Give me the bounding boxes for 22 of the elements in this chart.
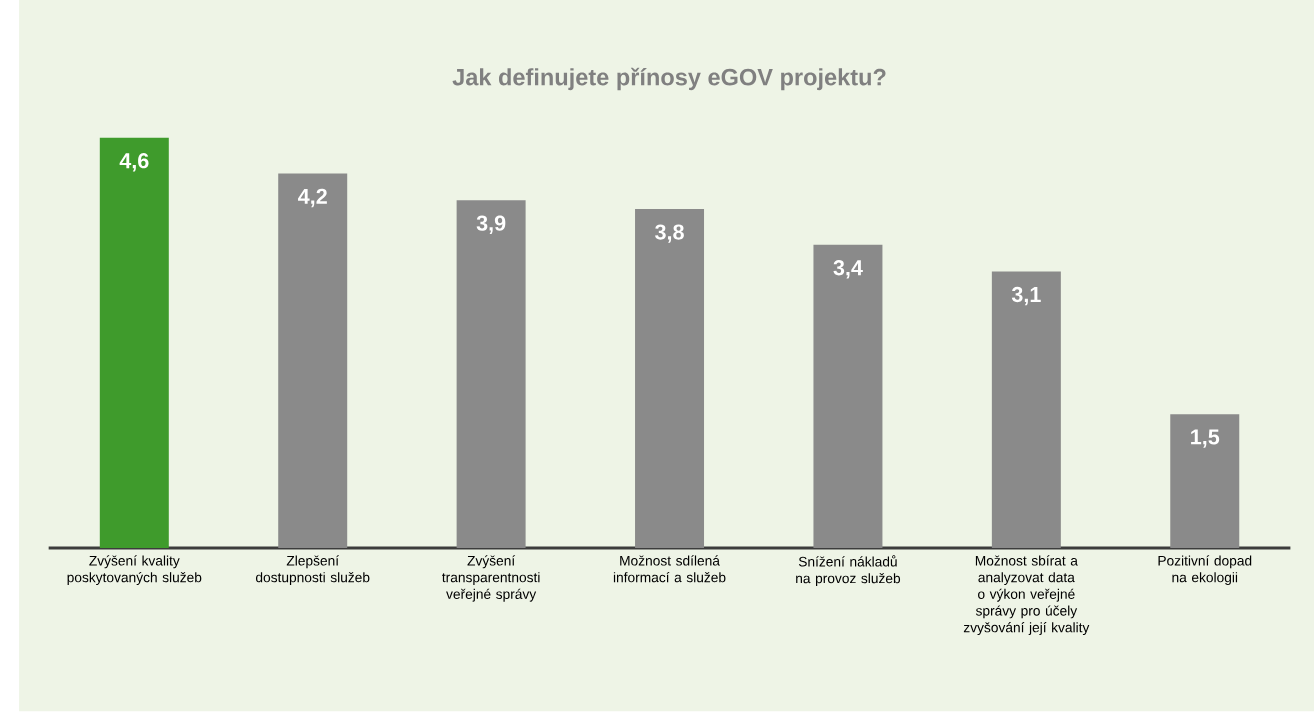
bar [99, 138, 169, 549]
x-tick-label: Zvýšení kvality poskytovaných služeb [67, 555, 202, 586]
data-label: 4,2 [298, 188, 327, 208]
chart-title: Jak definujete přínosy eGOV projektu? [452, 67, 886, 91]
bar [635, 209, 705, 549]
x-tick-label: Zvýšení transparentnosti veřejné správy [442, 555, 540, 602]
x-tick-label: Snížení nákladů na provoz služeb [796, 555, 901, 587]
data-label: 3,1 [1011, 287, 1041, 306]
data-label: 1,5 [1191, 429, 1220, 448]
bar [278, 173, 348, 549]
data-label: 3,8 [655, 224, 684, 244]
x-tick-label: Možnost sdílená informací a služeb [613, 555, 726, 583]
x-tick-label: Možnost sbírat a analyzovat data o výkon veřejné správy pro účely zvyšování její kvality [963, 555, 1090, 636]
bar [1170, 414, 1240, 549]
bar [991, 271, 1061, 549]
bar [813, 245, 883, 549]
data-label: 3,9 [476, 215, 506, 235]
bar [456, 200, 526, 549]
x-tick-label: Pozitivní dopad na ekologii [1158, 555, 1252, 586]
x-tick-label: Zlepšení dostupnosti služeb [255, 555, 370, 586]
data-label: 4,6 [119, 153, 149, 172]
data-label: 3,4 [833, 260, 863, 279]
